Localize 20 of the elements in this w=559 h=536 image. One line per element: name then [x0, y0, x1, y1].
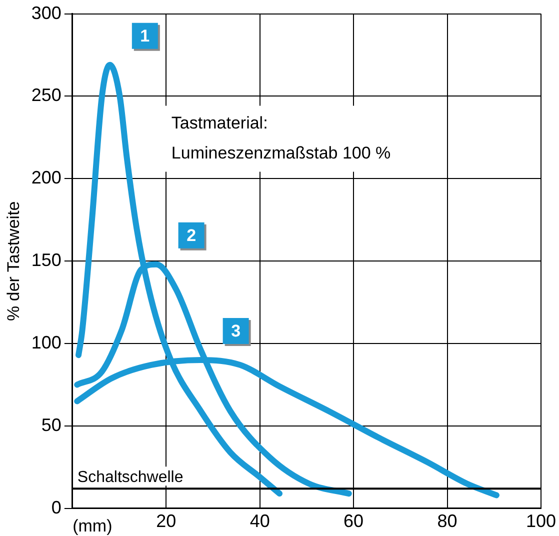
series-label: 2	[186, 226, 196, 246]
x-tick-label: 100	[526, 511, 556, 532]
series-label: 3	[231, 322, 241, 341]
y-tick-label: 300	[31, 2, 62, 23]
x-tick-label: 40	[250, 511, 270, 532]
x-tick-label: 20	[156, 511, 176, 532]
annotation: Tastmaterial:	[171, 113, 268, 132]
x-tick-label: 60	[344, 511, 364, 532]
y-tick-label: 150	[31, 250, 62, 270]
y-axis-title: % der Tastweite	[4, 201, 23, 321]
y-tick-label: 100	[31, 332, 62, 352]
text: 1	[140, 26, 150, 46]
y-tick-label: 50	[41, 414, 62, 435]
x-axis-title: (mm)	[72, 516, 112, 536]
ref-line-label: Schaltschwelle	[77, 469, 184, 486]
y-tick-label: 250	[31, 85, 62, 106]
y-tick-label: 0	[51, 497, 62, 518]
x-tick-label: 80	[437, 511, 458, 532]
y-tick-label: 200	[31, 168, 62, 188]
annotation: Lumineszenzmaßstab 100 %	[171, 143, 391, 162]
